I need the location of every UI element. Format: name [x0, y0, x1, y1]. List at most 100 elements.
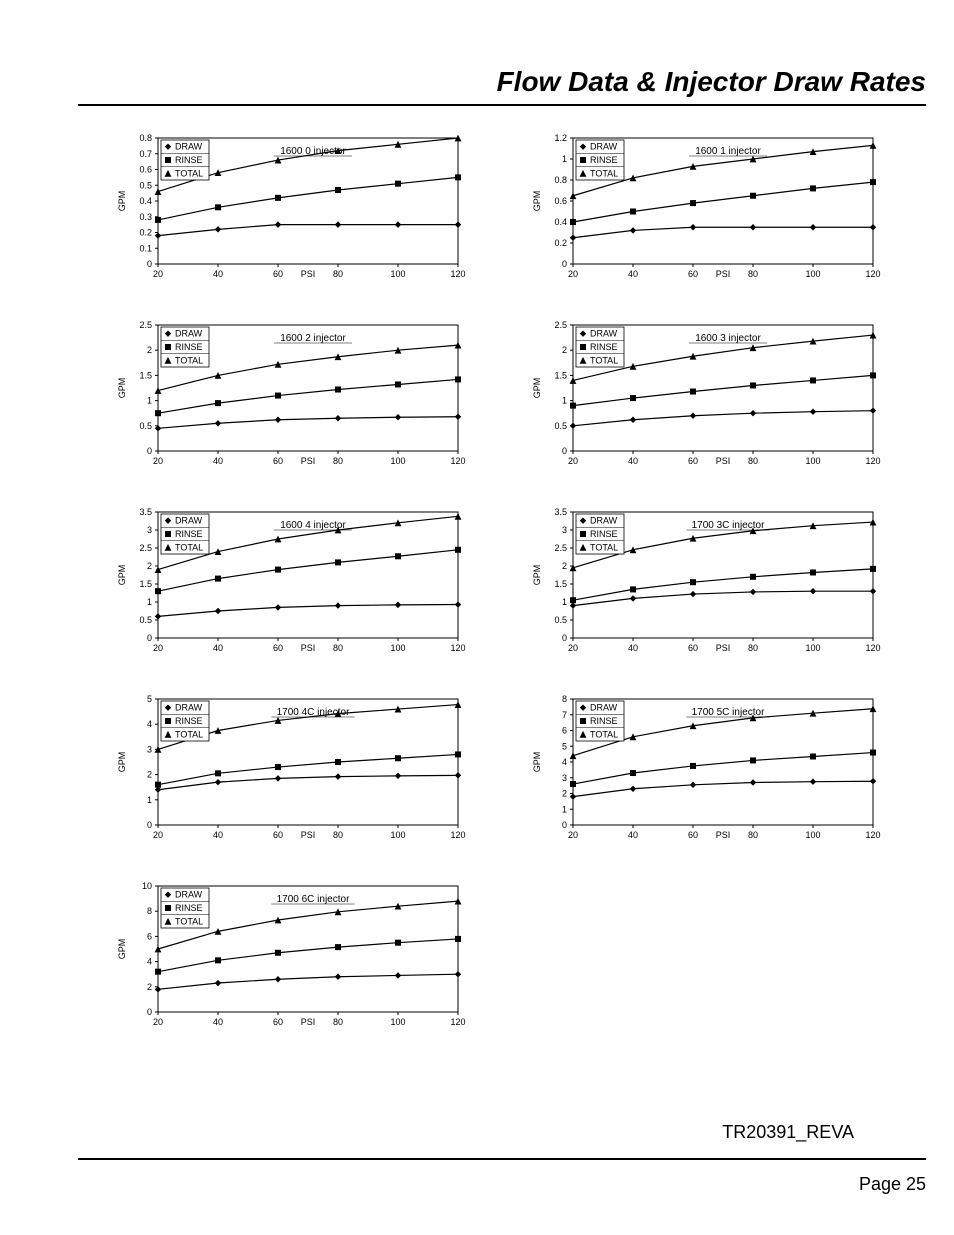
y-tick-label: 2 — [562, 561, 567, 571]
y-tick-label: 1 — [147, 396, 152, 406]
legend-label-draw: DRAW — [175, 142, 203, 152]
y-tick-label: 5 — [147, 694, 152, 704]
chart-cell-3: 00.511.522.520406080100120PSIGPMDRAWRINS… — [528, 319, 883, 474]
x-tick-label: 100 — [805, 643, 820, 653]
x-tick-label: 20 — [568, 643, 578, 653]
x-tick-label: 60 — [273, 456, 283, 466]
x-tick-label: 60 — [273, 269, 283, 279]
chart-5: 00.511.522.533.520406080100120PSIGPMDRAW… — [528, 506, 883, 661]
y-tick-label: 0 — [562, 633, 567, 643]
x-tick-label: 40 — [628, 830, 638, 840]
y-tick-label: 0.7 — [139, 149, 152, 159]
charts-grid: 00.10.20.30.40.50.60.70.820406080100120P… — [113, 132, 883, 1035]
y-tick-label: 0 — [147, 446, 152, 456]
series-line-draw — [158, 775, 458, 789]
y-tick-label: 2.5 — [554, 543, 567, 553]
legend-label-total: TOTAL — [175, 355, 203, 365]
x-tick-label: 80 — [333, 830, 343, 840]
y-tick-label: 2 — [147, 345, 152, 355]
series-line-rinse — [573, 569, 873, 600]
y-tick-label: 2 — [147, 982, 152, 992]
legend-label-rinse: RINSE — [590, 529, 618, 539]
y-tick-label: 3 — [147, 744, 152, 754]
y-tick-label: 1 — [147, 597, 152, 607]
y-tick-label: 4 — [147, 719, 152, 729]
y-tick-label: 6 — [562, 726, 567, 736]
y-tick-label: 0.5 — [139, 421, 152, 431]
x-tick-label: 100 — [805, 269, 820, 279]
series-line-draw — [158, 417, 458, 429]
series-line-draw — [573, 781, 873, 796]
y-tick-label: 1.5 — [554, 579, 567, 589]
x-tick-label: 60 — [273, 1017, 283, 1027]
x-axis-label: PSI — [301, 1017, 316, 1027]
y-axis-label: GPM — [532, 378, 542, 399]
series-line-rinse — [158, 177, 458, 220]
y-tick-label: 0.2 — [554, 238, 567, 248]
y-axis-label: GPM — [117, 939, 127, 960]
title-rule — [78, 104, 926, 106]
legend-label-total: TOTAL — [590, 542, 618, 552]
series-line-draw — [158, 605, 458, 617]
y-tick-label: 1.2 — [554, 133, 567, 143]
x-tick-label: 120 — [450, 643, 465, 653]
x-tick-label: 120 — [865, 643, 880, 653]
y-axis-label: GPM — [117, 752, 127, 773]
chart-cell-4: 00.511.522.533.520406080100120PSIGPMDRAW… — [113, 506, 468, 661]
x-tick-label: 20 — [153, 1017, 163, 1027]
y-tick-label: 1.5 — [554, 370, 567, 380]
y-tick-label: 0 — [562, 820, 567, 830]
y-tick-label: 2 — [147, 561, 152, 571]
x-tick-label: 120 — [865, 830, 880, 840]
x-tick-label: 60 — [688, 830, 698, 840]
y-tick-label: 3 — [562, 525, 567, 535]
y-tick-label: 3.5 — [139, 507, 152, 517]
series-line-draw — [573, 227, 873, 238]
y-axis-label: GPM — [117, 191, 127, 212]
y-axis-label: GPM — [117, 378, 127, 399]
chart-7: 01234567820406080100120PSIGPMDRAWRINSETO… — [528, 693, 883, 848]
chart-title: 1700 4C injector — [277, 707, 350, 718]
x-tick-label: 80 — [333, 456, 343, 466]
chart-2: 00.511.522.520406080100120PSIGPMDRAWRINS… — [113, 319, 468, 474]
series-line-rinse — [158, 379, 458, 413]
x-axis-label: PSI — [301, 643, 316, 653]
x-tick-label: 20 — [153, 830, 163, 840]
y-tick-label: 0.5 — [554, 615, 567, 625]
legend-label-draw: DRAW — [175, 329, 203, 339]
page-root: Flow Data & Injector Draw Rates 00.10.20… — [0, 0, 954, 1235]
chart-6: 01234520406080100120PSIGPMDRAWRINSETOTAL… — [113, 693, 468, 848]
y-tick-label: 0.1 — [139, 243, 152, 253]
legend-label-rinse: RINSE — [175, 716, 203, 726]
y-tick-label: 0.8 — [554, 175, 567, 185]
chart-cell-8: 024681020406080100120PSIGPMDRAWRINSETOTA… — [113, 880, 468, 1035]
y-tick-label: 2.5 — [139, 543, 152, 553]
y-tick-label: 0 — [562, 259, 567, 269]
chart-title: 1600 3 injector — [695, 333, 761, 344]
x-tick-label: 120 — [450, 830, 465, 840]
y-tick-label: 2.5 — [139, 320, 152, 330]
chart-cell-1: 00.20.40.60.811.220406080100120PSIGPMDRA… — [528, 132, 883, 287]
y-axis-label: GPM — [532, 752, 542, 773]
x-tick-label: 100 — [805, 456, 820, 466]
y-tick-label: 0.3 — [139, 212, 152, 222]
y-tick-label: 2 — [147, 770, 152, 780]
y-tick-label: 0 — [147, 1007, 152, 1017]
x-tick-label: 40 — [213, 269, 223, 279]
y-tick-label: 0 — [147, 259, 152, 269]
x-axis-label: PSI — [716, 269, 731, 279]
x-tick-label: 40 — [213, 456, 223, 466]
legend-label-total: TOTAL — [175, 542, 203, 552]
y-tick-label: 10 — [142, 881, 152, 891]
series-line-rinse — [573, 182, 873, 222]
y-tick-label: 3.5 — [554, 507, 567, 517]
x-axis-label: PSI — [301, 456, 316, 466]
y-tick-label: 8 — [147, 906, 152, 916]
legend-label-draw: DRAW — [590, 329, 618, 339]
legend-label-total: TOTAL — [590, 355, 618, 365]
y-tick-label: 0.6 — [139, 165, 152, 175]
x-tick-label: 60 — [688, 456, 698, 466]
chart-title: 1600 2 injector — [280, 333, 346, 344]
series-line-rinse — [158, 754, 458, 784]
x-tick-label: 20 — [568, 269, 578, 279]
